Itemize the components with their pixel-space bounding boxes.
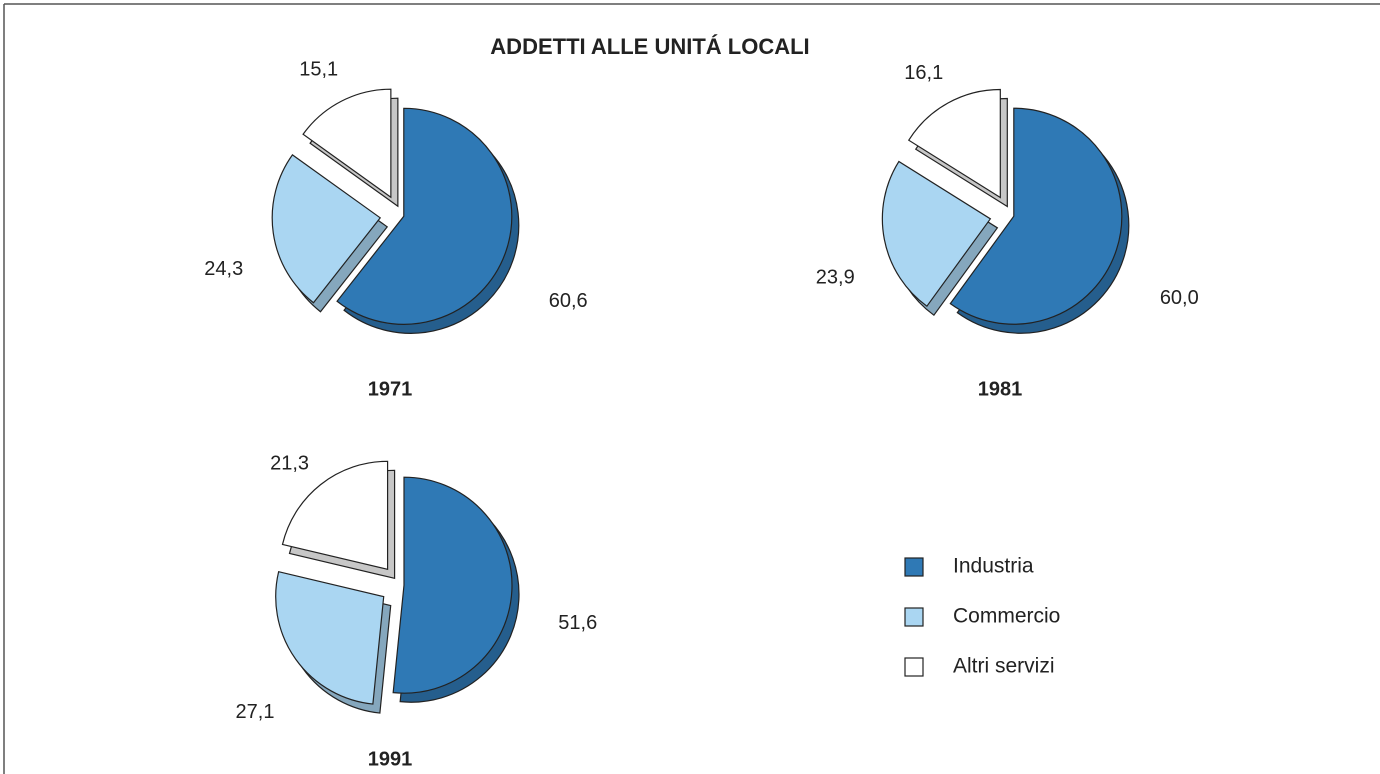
value-label: 15,1 [299,59,338,81]
value-label: 60,0 [1160,287,1199,309]
value-label: 51,6 [558,612,597,634]
value-label: 23,9 [816,267,855,289]
chart-title: ADDETTI ALLE UNITÁ LOCALI [490,34,809,59]
slice [949,107,1123,325]
legend-label: Altri servizi [953,655,1055,678]
slice [281,460,389,571]
legend-label: Industria [953,555,1034,578]
value-label: 21,3 [270,452,309,474]
pie-title: 1981 [978,378,1023,400]
value-label: 60,6 [549,290,588,312]
slice [336,107,513,325]
legend-swatch [904,657,924,677]
slice [275,570,385,705]
value-label: 16,1 [904,62,943,84]
slice [392,476,513,694]
pie-title: 1971 [368,378,413,400]
legend-swatch [904,557,924,577]
slice [302,88,392,199]
pie-title: 1991 [368,748,413,770]
value-label: 27,1 [236,701,275,723]
legend-label: Commercio [953,605,1060,628]
slice [271,154,382,304]
slice [907,88,1001,199]
legend-swatch [904,607,924,627]
value-label: 24,3 [204,258,243,280]
slice [881,160,992,308]
